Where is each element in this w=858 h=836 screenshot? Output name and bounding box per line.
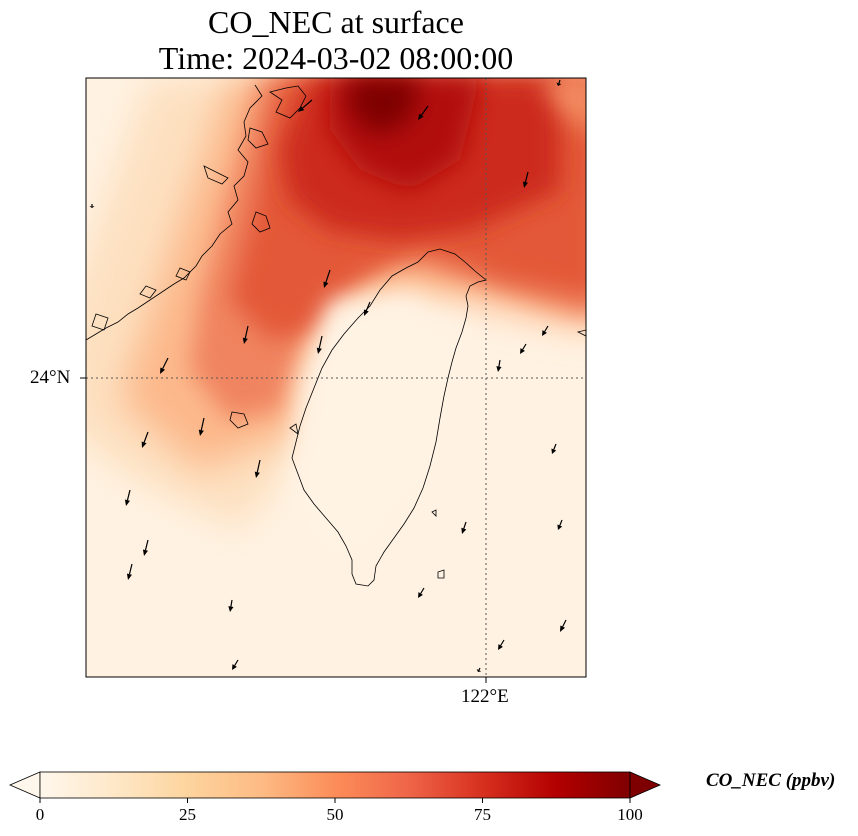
wind-arrow-shaft [420,587,425,594]
wind-arrow-shaft [200,417,205,431]
wind-arrow-head [418,113,424,120]
colorbar-tick-label: 75 [474,805,491,824]
wind-arrow-shaft [302,99,313,109]
china-coastline [86,84,263,341]
wind-arrow-shaft [524,171,529,183]
wind-arrow-head [498,644,503,650]
wind-arrow-head [560,625,566,632]
wind-arrow-shaft [144,539,149,551]
wind-arrow-shaft [234,659,239,666]
colorbar-gradient [39,771,631,799]
wind-arrow-shaft [256,459,261,473]
wind-arrow-shaft [478,667,481,671]
colorbar-tick-label: 25 [179,805,196,824]
wind-arrow-shaft [559,519,563,526]
wind-arrow-head [254,471,260,478]
wind-arrow-shaft [420,105,429,116]
wind-arrow-head [522,181,528,188]
wind-arrow-head [323,281,329,288]
lat-tick-label: 24°N [30,367,71,388]
wind-arrow-head [242,337,248,344]
map-figure [80,77,587,683]
wind-arrow-shaft [128,563,133,575]
wind-arrow-shaft [558,79,561,84]
wind-arrow-shaft [318,335,323,349]
wind-arrow-shaft [553,443,557,450]
colorbar-extend-high [629,771,662,799]
wind-arrow-shaft [230,599,233,607]
wind-arrow-shaft [498,359,501,367]
co-concentration-field [86,78,586,560]
colorbar-tick-label: 0 [35,805,45,824]
wind-vector-field [89,79,567,672]
wind-arrow-head [141,441,147,448]
wind-arrow-head [228,606,234,612]
wind-arrow-shaft [244,325,249,339]
taiwan-coastline [291,248,487,587]
wind-arrow-head [298,106,305,112]
wind-arrow-head [551,448,557,454]
wind-arrow-head [520,348,525,354]
map-title: CO_NEC at surface [208,4,464,40]
colorbar [8,771,662,803]
wind-arrow-head [556,82,562,86]
wind-arrow-head [232,664,237,670]
wind-arrow-shaft [162,357,169,369]
wind-arrow-shaft [126,489,131,501]
colorbar-tick-label: 50 [326,805,344,824]
wind-arrow-shaft [325,269,331,283]
colorbar-extend-low [8,771,41,799]
map-panel [86,78,586,677]
wind-arrow-head [476,669,482,672]
wind-arrow-head [198,429,204,436]
wind-arrow-shaft [143,431,149,443]
wind-arrow-shaft [463,521,467,529]
graticule-lines [86,78,586,677]
wind-arrow-head [142,549,148,556]
colorbar-tick-label: 100 [617,805,643,824]
wind-arrow-head [124,499,130,506]
wind-arrow-head [316,347,322,354]
map-time-subtitle: Time: 2024-03-02 08:00:00 [158,40,514,76]
colorbar-label: CO_NEC (ppbv) [706,770,836,791]
wind-arrow-shaft [522,343,527,350]
lon-tick-label: 122°E [461,686,509,707]
coastline [86,84,586,587]
wind-arrow-head [418,592,423,598]
wind-arrow-head [89,206,95,208]
wind-arrow-head [126,573,132,580]
wind-arrow-head [496,366,502,372]
wind-arrow-shaft [544,325,549,332]
wind-arrow-head [557,524,563,530]
wind-arrow-head [461,527,467,534]
wind-arrow-shaft [500,639,505,646]
wind-arrow-shaft [562,619,567,627]
wind-arrow-head [363,309,369,316]
wind-arrow-shaft [365,301,371,311]
wind-arrow-head [542,330,547,336]
wind-arrow-head [160,367,166,374]
